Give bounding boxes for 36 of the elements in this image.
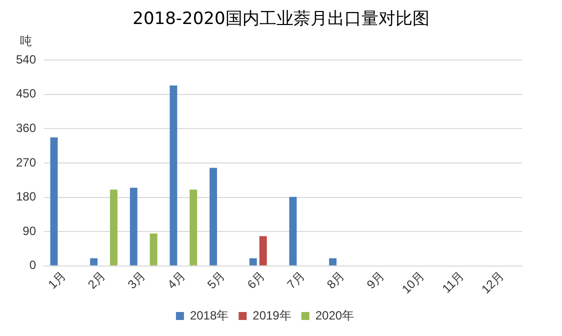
bar — [50, 137, 58, 266]
x-tick-label: 12月 — [478, 268, 507, 296]
bar — [190, 190, 198, 266]
x-tick-label: 9月 — [364, 268, 388, 292]
x-tick-label: 2月 — [85, 268, 108, 292]
x-tick-label: 6月 — [244, 268, 268, 292]
x-tick-label: 3月 — [124, 268, 148, 292]
bar — [249, 258, 257, 266]
x-tick-label: 4月 — [164, 268, 188, 292]
chart-title: 2018-2020国内工业萘月出口量对比图 — [132, 8, 430, 31]
y-tick-label: 360 — [16, 120, 36, 135]
y-tick-label: 0 — [29, 258, 36, 272]
bar — [170, 86, 178, 266]
bar — [259, 236, 267, 266]
legend-label: 2020年 — [315, 308, 354, 322]
y-tick-label: 540 — [16, 52, 36, 66]
x-tick-label: 5月 — [204, 268, 228, 292]
bar — [90, 258, 98, 266]
legend-label: 2018年 — [190, 308, 229, 322]
legend-label: 2019年 — [252, 308, 292, 322]
y-tick-label: 450 — [16, 86, 36, 101]
bar — [110, 190, 118, 266]
bar — [210, 168, 218, 266]
x-tick-label: 8月 — [324, 268, 348, 292]
x-tick-label: 11月 — [440, 268, 467, 296]
x-tick-label: 1月 — [45, 268, 68, 292]
y-tick-label: 90 — [22, 224, 36, 238]
bar — [289, 196, 297, 266]
bar — [329, 258, 337, 266]
y-tick-label: 270 — [16, 155, 36, 170]
bar — [150, 233, 158, 266]
x-tick-label: 10月 — [399, 268, 427, 296]
y-tick-label: 180 — [16, 190, 36, 204]
bar — [130, 188, 138, 266]
y-axis-title: 吨 — [20, 34, 32, 48]
x-tick-label: 7月 — [284, 268, 308, 292]
